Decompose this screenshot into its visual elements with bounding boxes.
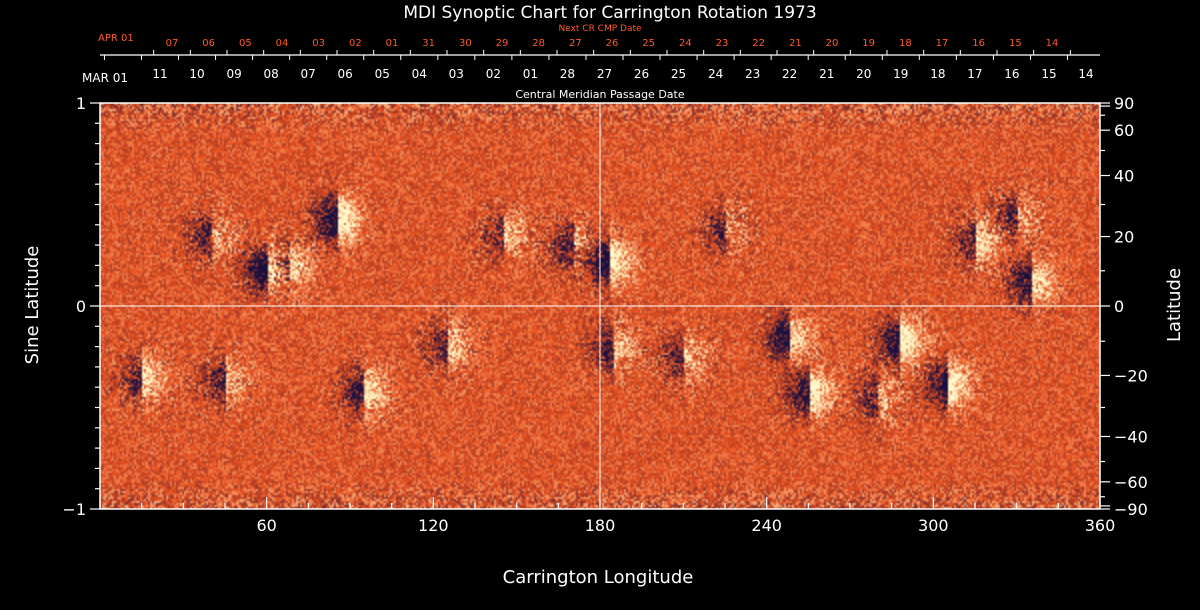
- cmp-date-label: 08: [263, 67, 278, 81]
- cmp-date-label: 27: [597, 67, 612, 81]
- next-cr-date-label: 30: [459, 38, 472, 49]
- next-cr-date-label: 17: [936, 38, 949, 49]
- y-right-tick-label: −20: [1114, 366, 1148, 385]
- y-left-tick-label: 1: [76, 94, 86, 113]
- cmp-date-label: 28: [560, 67, 575, 81]
- next-cr-date-label: 22: [752, 38, 765, 49]
- next-cr-date-label: 20: [826, 38, 839, 49]
- y-left-tick-label: −1: [62, 500, 86, 519]
- cmp-date-label: 10: [189, 67, 204, 81]
- y-right-tick-label: 60: [1114, 121, 1134, 140]
- sine-latitude-axis: 1 0 −1: [62, 94, 100, 519]
- cmp-date-label: 15: [1041, 67, 1056, 81]
- x-tick-label: 60: [256, 516, 276, 535]
- y-right-tick-label: −40: [1114, 427, 1148, 446]
- cmp-date-label: 22: [782, 67, 797, 81]
- next-cr-date-label: 16: [972, 38, 985, 49]
- next-cr-date-label: 23: [716, 38, 729, 49]
- next-cr-date-label: 06: [202, 38, 215, 49]
- next-cr-date-label: 14: [1046, 38, 1059, 49]
- cmp-date-label: 21: [819, 67, 834, 81]
- next-cr-date-label: 18: [899, 38, 912, 49]
- cmp-date-label: 25: [671, 67, 686, 81]
- y-right-tick-label: 20: [1114, 228, 1134, 247]
- y-axis-title-right: Latitude: [1164, 268, 1185, 342]
- cmp-caption: Central Meridian Passage Date: [515, 88, 684, 101]
- grid-lines: [100, 103, 1100, 509]
- x-tick-label: 300: [918, 516, 949, 535]
- next-cr-date-label: 21: [789, 38, 802, 49]
- y-axis-title-left: Sine Latitude: [22, 246, 43, 365]
- cmp-date-label: 17: [967, 67, 982, 81]
- cmp-date-label: 26: [634, 67, 649, 81]
- next-cr-date-label: 25: [642, 38, 655, 49]
- y-right-tick-label: 90: [1114, 94, 1134, 113]
- x-axis-title: Carrington Longitude: [503, 567, 694, 588]
- cmp-date-label: 01: [523, 67, 538, 81]
- next-cr-caption: Next CR CMP Date: [558, 24, 642, 34]
- cmp-date-label: 24: [708, 67, 723, 81]
- next-cr-date-label: 24: [679, 38, 692, 49]
- cmp-date-label: 14: [1078, 67, 1093, 81]
- next-cr-date-label: 01: [386, 38, 399, 49]
- x-tick-label: 180: [585, 516, 616, 535]
- next-cr-date-label: 27: [569, 38, 582, 49]
- next-cr-date-label: 02: [349, 38, 362, 49]
- cmp-date-label: 16: [1004, 67, 1019, 81]
- next-cr-date-label: 28: [532, 38, 545, 49]
- cmp-date-label: 09: [226, 67, 241, 81]
- cmp-date-label: 11: [152, 67, 167, 81]
- cmp-date-label: 06: [338, 67, 353, 81]
- cmp-date-label: 04: [412, 67, 427, 81]
- cmp-date-label: 03: [449, 67, 464, 81]
- x-tick-label: 240: [751, 516, 782, 535]
- chart-title: MDI Synoptic Chart for Carrington Rotati…: [403, 3, 816, 23]
- next-cr-date-label: 15: [1009, 38, 1022, 49]
- cmp-date-scale: 11 10 09 08 07 06 05 04 03 02 01 28 27 26 25 24 23 22 21 20…: [100, 54, 1100, 81]
- cmp-start-label: MAR 01: [82, 71, 128, 85]
- next-cr-date-label: 03: [312, 38, 325, 49]
- y-right-tick-label: 0: [1114, 297, 1124, 316]
- x-tick-label: 360: [1085, 516, 1116, 535]
- next-cr-start-label: APR 01: [98, 33, 134, 44]
- next-cr-date-label: 04: [276, 38, 289, 49]
- y-right-tick-label: −60: [1114, 473, 1148, 492]
- x-tick-label: 120: [418, 516, 449, 535]
- next-cr-date-label: 07: [166, 38, 179, 49]
- next-cr-date-label: 05: [239, 38, 252, 49]
- next-cr-cmp-scale: 07 06 05 04 03 02 01 31 30 29 28 27 26 25 24 23 22 21 20 19…: [153, 38, 1071, 55]
- next-cr-date-label: 26: [606, 38, 619, 49]
- cmp-date-label: 19: [893, 67, 908, 81]
- y-left-tick-label: 0: [76, 297, 86, 316]
- cmp-date-label: 18: [930, 67, 945, 81]
- next-cr-date-label: 31: [422, 38, 435, 49]
- x-axis-ticks: 60 120 180 240 300 360: [99, 497, 1116, 535]
- cmp-date-label: 05: [375, 67, 390, 81]
- cmp-date-label: 07: [301, 67, 316, 81]
- cmp-date-label: 23: [745, 67, 760, 81]
- y-right-tick-label: 40: [1114, 167, 1134, 186]
- cmp-date-label: 02: [486, 67, 501, 81]
- next-cr-date-label: 19: [862, 38, 875, 49]
- y-right-tick-label: −90: [1114, 500, 1148, 519]
- next-cr-date-label: 29: [496, 38, 509, 49]
- latitude-axis: 90 60 40 20 0 −20 −40 −60 −90: [1100, 94, 1148, 519]
- cmp-date-label: 20: [856, 67, 871, 81]
